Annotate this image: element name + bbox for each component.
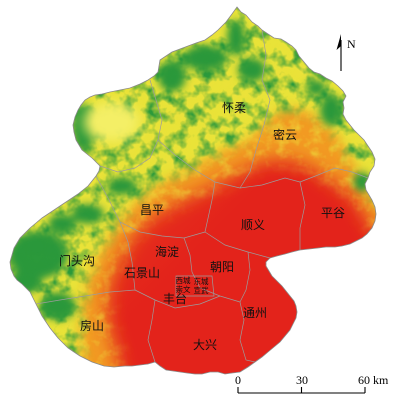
north-arrow-label: N [347, 37, 356, 51]
north-arrow-head [336, 34, 341, 50]
district-label-dongcheng: 东城 [194, 276, 209, 286]
district-label-haidian: 海淀 [155, 244, 179, 259]
scale-label-0: 0 [235, 373, 241, 387]
district-label-daxing: 大兴 [193, 338, 217, 352]
district-label-pinggu: 平谷 [321, 206, 345, 220]
scale-bar-line [237, 387, 366, 394]
district-label-fengtai: 丰台 [163, 291, 187, 306]
district-label-huairou: 怀柔 [222, 101, 246, 115]
district-label-xicheng: 西城 [176, 276, 191, 285]
scale-label-60km: 60 km [358, 373, 389, 387]
district-label-chongwen: 崇文 [176, 284, 191, 294]
district-label-changping: 昌平 [140, 203, 164, 217]
district-boundaries [35, 29, 369, 363]
yanqing-basin [84, 102, 140, 142]
scale-bar: 0 30 60 km [235, 373, 389, 394]
district-label-mentougou: 门头沟 [59, 253, 95, 268]
scale-label-30: 30 [296, 373, 308, 387]
district-label-shijingshan: 石景山 [124, 266, 160, 280]
north-arrow: N [336, 34, 356, 71]
district-label-tongzhou: 通州 [243, 306, 267, 320]
district-label-xuanwu: 宣武 [194, 285, 209, 295]
district-label-miyun: 密云 [273, 127, 297, 142]
district-label-fangshan: 房山 [80, 318, 104, 333]
district-label-chaoyang: 朝阳 [210, 260, 234, 274]
district-label-shunyi: 顺义 [241, 218, 265, 232]
district-labels: 怀柔 密云 昌平 顺义 平谷 海淀 门头沟 朝阳 石景山 西城 东城 崇文 宣武… [59, 101, 345, 352]
